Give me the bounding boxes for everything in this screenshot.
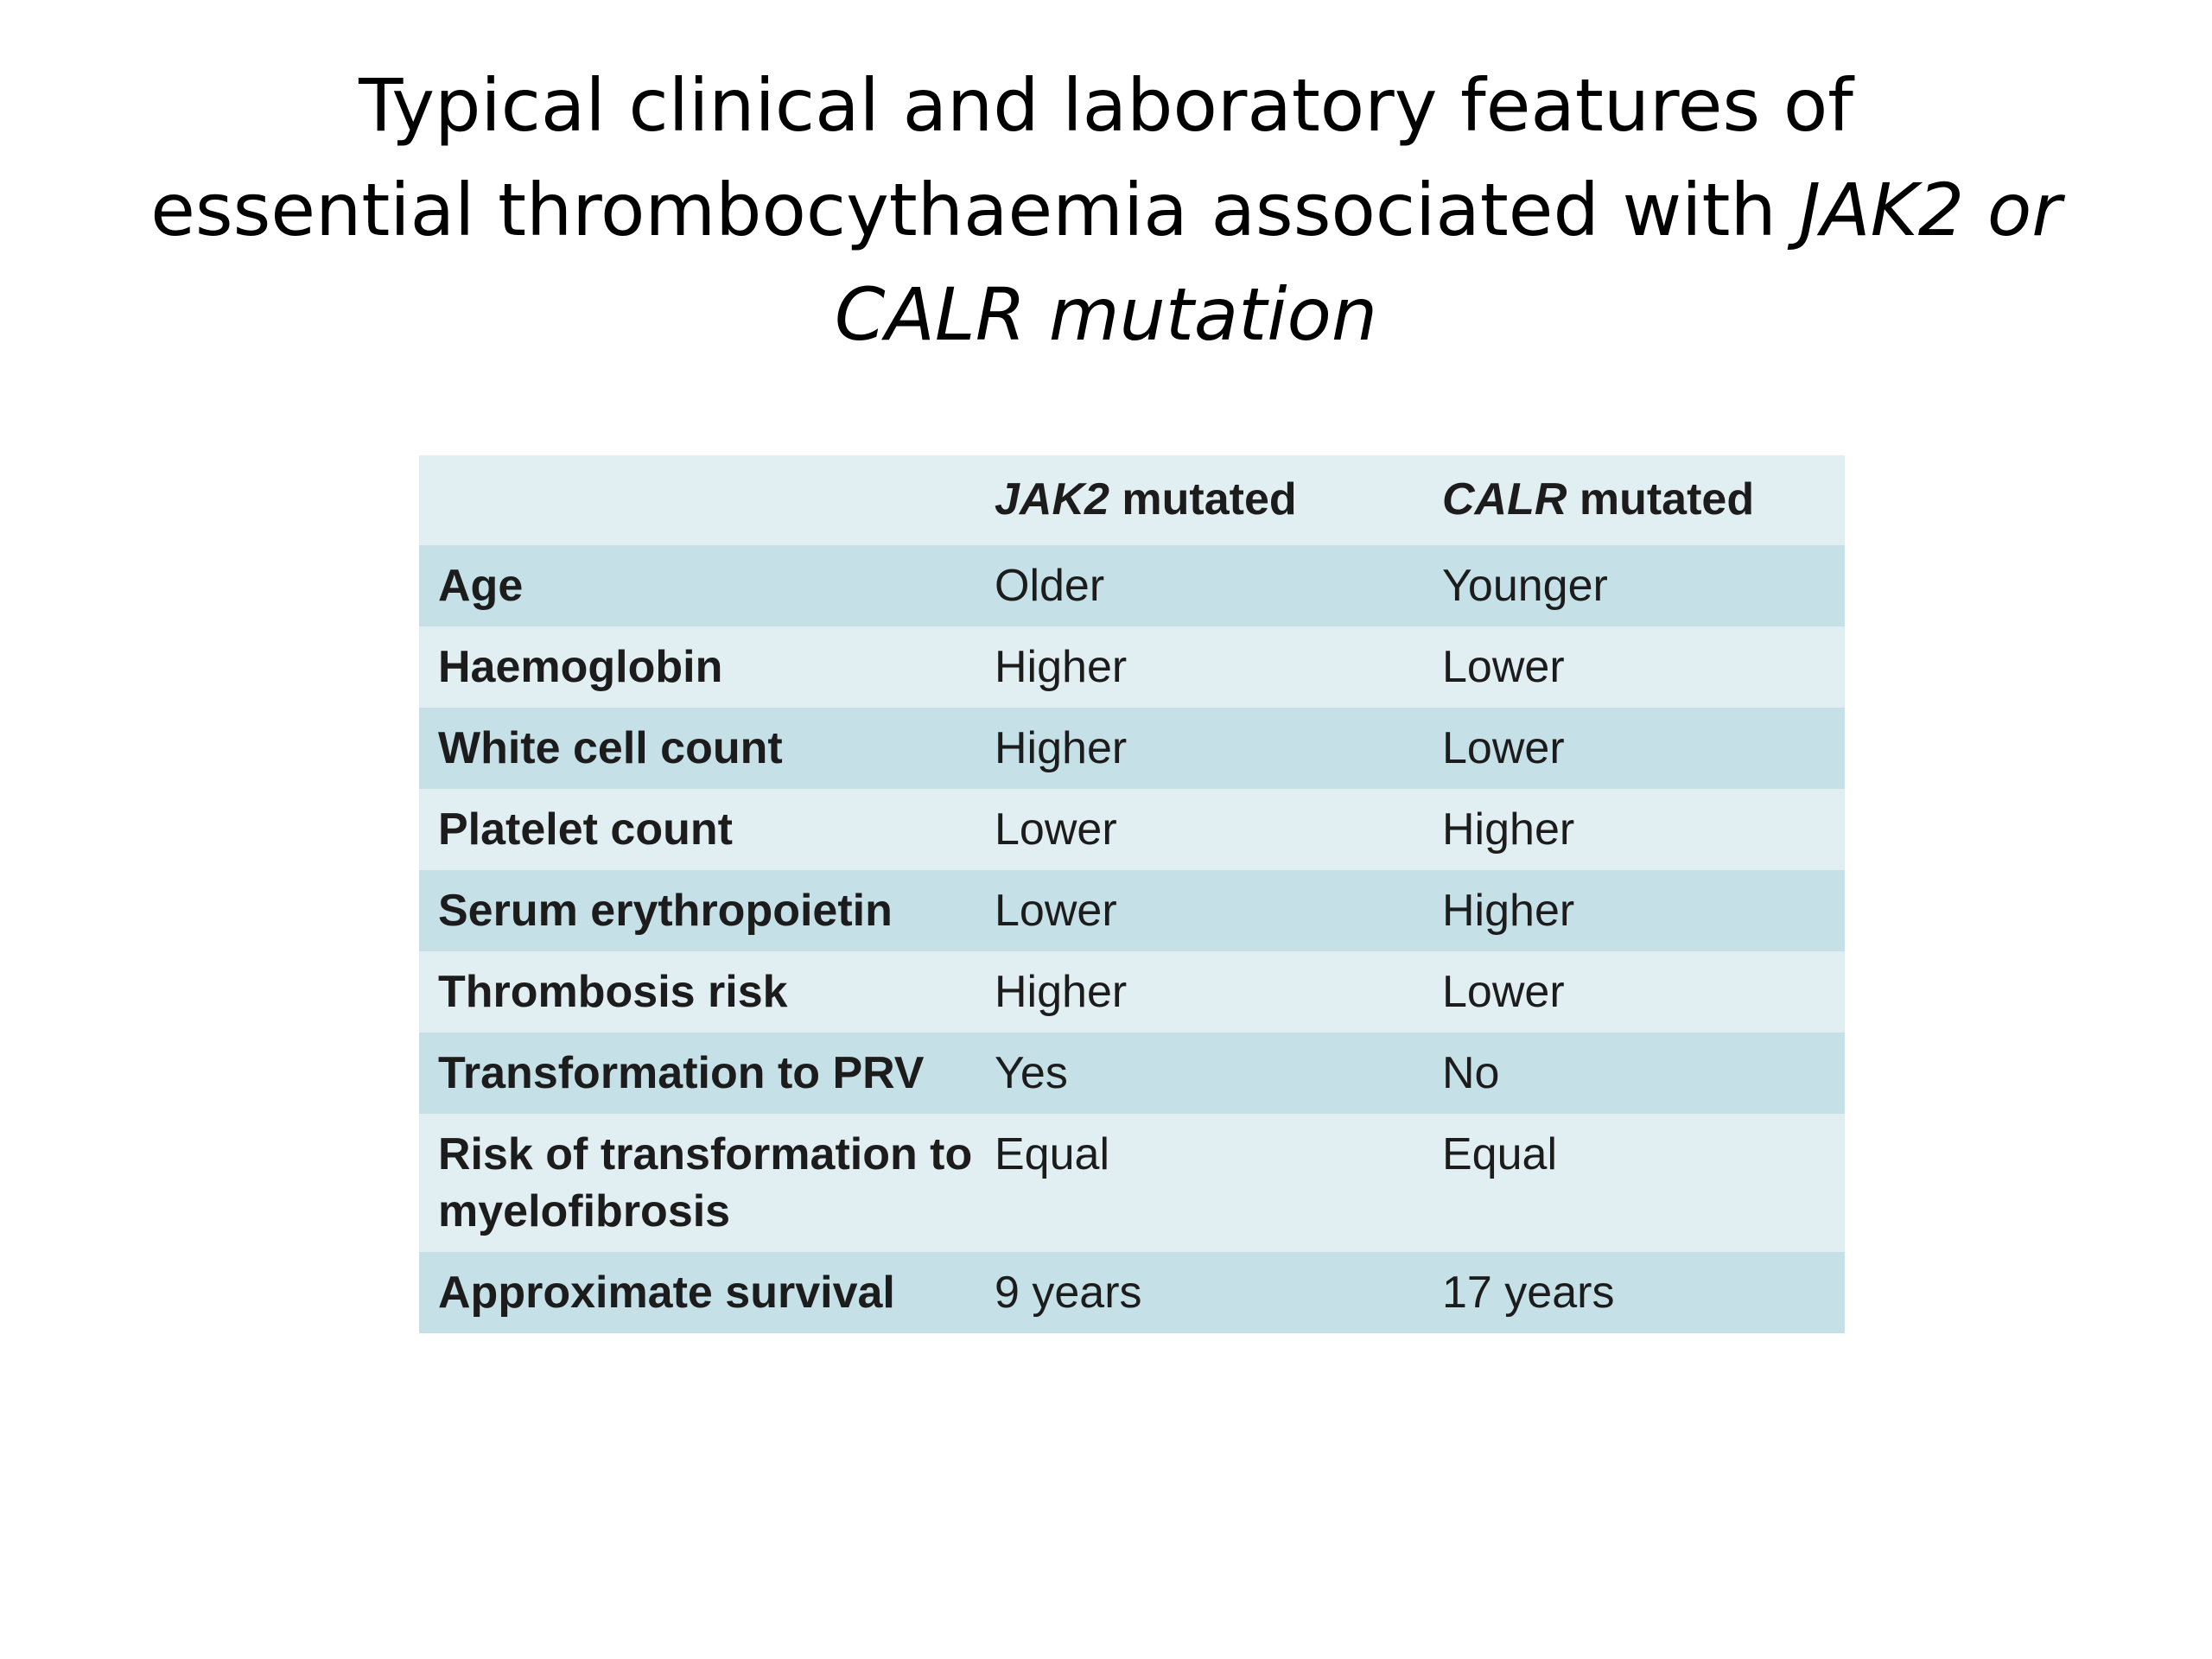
table-row: Approximate survival 9 years 17 years [419, 1252, 1845, 1333]
title-line-3-italic: CALR mutation [834, 272, 1378, 357]
row-calr-value: No [1442, 1048, 1500, 1098]
row-calr-value: Equal [1442, 1129, 1557, 1179]
title-line-2: essential thrombocythaemia associated wi… [0, 158, 2212, 263]
row-jak2-value: Equal [995, 1129, 1109, 1179]
header-feature [419, 455, 976, 545]
table-row: Haemoglobin Higher Lower [419, 626, 1845, 708]
row-feature: Risk of transformation to myelofibrosis [438, 1129, 973, 1236]
table-row: White cell count Higher Lower [419, 708, 1845, 789]
row-feature: Serum erythropoietin [438, 886, 893, 936]
row-jak2-value: Higher [995, 967, 1128, 1017]
comparison-table: JAK2 mutated CALR mutated Age Older Youn… [419, 455, 1845, 1333]
row-jak2-value: Yes [995, 1048, 1068, 1098]
header-jak2-rest: mutated [1109, 474, 1297, 524]
header-jak2: JAK2 mutated [976, 455, 1423, 545]
title-line-3: CALR mutation [0, 263, 2212, 367]
table-header-row: JAK2 mutated CALR mutated [419, 455, 1845, 545]
table-row: Risk of transformation to myelofibrosis … [419, 1114, 1845, 1252]
row-feature: White cell count [438, 723, 783, 773]
title-line-2-italic: JAK2 or [1799, 168, 2062, 252]
row-feature: Transformation to PRV [438, 1048, 925, 1098]
row-feature: Thrombosis risk [438, 967, 788, 1017]
row-jak2-value: Higher [995, 723, 1128, 773]
row-jak2-value: Lower [995, 886, 1117, 936]
table-row: Age Older Younger [419, 545, 1845, 626]
header-jak2-gene: JAK2 [995, 474, 1109, 524]
header-calr-rest: mutated [1567, 474, 1755, 524]
row-calr-value: Lower [1442, 723, 1565, 773]
table-row: Serum erythropoietin Lower Higher [419, 870, 1845, 951]
row-jak2-value: Lower [995, 804, 1117, 855]
comparison-table-container: JAK2 mutated CALR mutated Age Older Youn… [419, 455, 1845, 1333]
table-row: Transformation to PRV Yes No [419, 1033, 1845, 1114]
slide-title: Typical clinical and laboratory features… [0, 54, 2212, 367]
row-calr-value: 17 years [1442, 1268, 1615, 1318]
row-calr-value: Higher [1442, 804, 1575, 855]
row-feature: Approximate survival [438, 1268, 895, 1318]
row-feature: Platelet count [438, 804, 733, 855]
row-calr-value: Higher [1442, 886, 1575, 936]
table-row: Platelet count Lower Higher [419, 789, 1845, 870]
title-line-2-plain: essential thrombocythaemia associated wi… [150, 168, 1800, 252]
row-jak2-value: Older [995, 561, 1105, 611]
row-calr-value: Lower [1442, 967, 1565, 1017]
row-feature: Haemoglobin [438, 642, 723, 692]
header-calr-gene: CALR [1442, 474, 1567, 524]
row-jak2-value: 9 years [995, 1268, 1142, 1318]
header-calr: CALR mutated [1423, 455, 1845, 545]
table-row: Thrombosis risk Higher Lower [419, 951, 1845, 1033]
row-feature: Age [438, 561, 524, 611]
row-calr-value: Lower [1442, 642, 1565, 692]
row-jak2-value: Higher [995, 642, 1128, 692]
title-line-1: Typical clinical and laboratory features… [359, 63, 1853, 148]
row-calr-value: Younger [1442, 561, 1608, 611]
